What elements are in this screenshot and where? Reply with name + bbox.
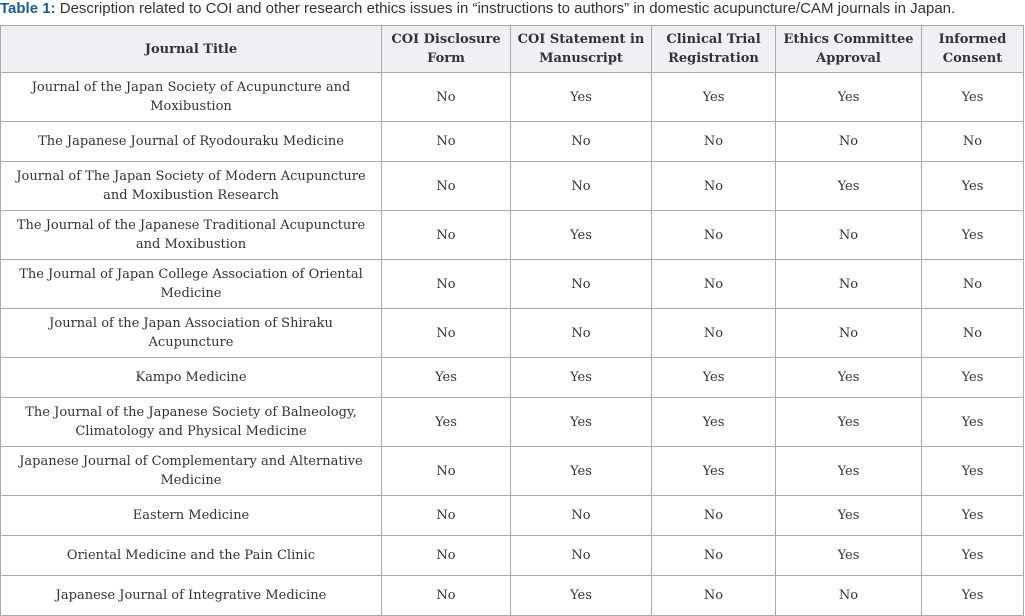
table-body: Journal of the Japan Society of Acupunct… bbox=[0, 72, 1024, 616]
cell: No bbox=[651, 575, 776, 616]
cell: Yes bbox=[921, 575, 1024, 616]
cell: No bbox=[651, 308, 776, 358]
cell: No bbox=[381, 72, 511, 122]
cell: No bbox=[510, 161, 652, 211]
column-header: Clinical Trial Registration bbox=[651, 25, 776, 73]
table-row: Journal of the Japan Society of Acupunct… bbox=[0, 72, 1024, 122]
table-row: The Journal of the Japanese Society of B… bbox=[0, 397, 1024, 447]
cell: Yes bbox=[921, 72, 1024, 122]
table-row: Journal of the Japan Association of Shir… bbox=[0, 308, 1024, 358]
cell: No bbox=[651, 495, 776, 536]
cell: Yes bbox=[921, 161, 1024, 211]
journal-title: Eastern Medicine bbox=[0, 495, 382, 536]
cell: No bbox=[381, 259, 511, 309]
column-header: Informed Consent bbox=[921, 25, 1024, 73]
cell: Yes bbox=[921, 397, 1024, 447]
journal-title: The Journal of the Japanese Traditional … bbox=[0, 210, 382, 260]
column-header: Journal Title bbox=[0, 25, 382, 73]
cell: No bbox=[381, 308, 511, 358]
table-row: Eastern Medicine No No No Yes Yes bbox=[0, 495, 1024, 536]
cell: No bbox=[510, 308, 652, 358]
cell: No bbox=[381, 575, 511, 616]
cell: No bbox=[775, 575, 922, 616]
journal-title: Japanese Journal of Complementary and Al… bbox=[0, 446, 382, 496]
cell: No bbox=[381, 535, 511, 576]
cell: Yes bbox=[510, 357, 652, 398]
cell: No bbox=[510, 259, 652, 309]
cell: No bbox=[381, 161, 511, 211]
journal-title: The Japanese Journal of Ryodouraku Medic… bbox=[0, 121, 382, 162]
cell: Yes bbox=[510, 72, 652, 122]
journal-title: The Journal of the Japanese Society of B… bbox=[0, 397, 382, 447]
table-row: The Journal of the Japanese Traditional … bbox=[0, 210, 1024, 260]
cell: No bbox=[921, 121, 1024, 162]
cell: Yes bbox=[381, 357, 511, 398]
caption-label: Table 1: bbox=[0, 0, 56, 17]
column-header: Ethics Committee Approval bbox=[775, 25, 922, 73]
cell: No bbox=[775, 210, 922, 260]
header-row: Journal Title COI Disclosure Form COI Stat… bbox=[0, 25, 1024, 73]
cell: Yes bbox=[651, 72, 776, 122]
table-row: Oriental Medicine and the Pain Clinic No N… bbox=[0, 535, 1024, 576]
table: Journal Title COI Disclosure Form COI Stat… bbox=[0, 25, 1024, 616]
cell: No bbox=[775, 259, 922, 309]
table-row: Japanese Journal of Complementary and Al… bbox=[0, 446, 1024, 496]
caption: Table 1: Description related to COI and … bbox=[0, 0, 1025, 25]
cell: Yes bbox=[510, 397, 652, 447]
cell: Yes bbox=[775, 161, 922, 211]
table-row: The Japanese Journal of Ryodouraku Medic… bbox=[0, 121, 1024, 162]
journal-title: Journal of The Japan Society of Modern A… bbox=[0, 161, 382, 211]
cell: No bbox=[381, 210, 511, 260]
cell: Yes bbox=[775, 495, 922, 536]
cell: No bbox=[651, 535, 776, 576]
cell: Yes bbox=[510, 575, 652, 616]
cell: Yes bbox=[775, 535, 922, 576]
cell: Yes bbox=[775, 72, 922, 122]
cell: No bbox=[921, 259, 1024, 309]
table-row: Japanese Journal of Integrative Medicine… bbox=[0, 575, 1024, 616]
cell: Yes bbox=[651, 357, 776, 398]
journal-title: Journal of the Japan Association of Shir… bbox=[0, 308, 382, 358]
journal-title: Journal of the Japan Society of Acupunct… bbox=[0, 72, 382, 122]
journal-title: Oriental Medicine and the Pain Clinic bbox=[0, 535, 382, 576]
column-header: COI Statement in Manuscript bbox=[510, 25, 652, 73]
cell: Yes bbox=[381, 397, 511, 447]
cell: Yes bbox=[510, 210, 652, 260]
cell: No bbox=[381, 121, 511, 162]
cell: Yes bbox=[921, 210, 1024, 260]
cell: Yes bbox=[651, 397, 776, 447]
cell: No bbox=[651, 121, 776, 162]
table-row: Journal of The Japan Society of Modern A… bbox=[0, 161, 1024, 211]
cell: No bbox=[651, 161, 776, 211]
cell: Yes bbox=[921, 495, 1024, 536]
table-row: Kampo Medicine Yes Yes Yes Yes Yes bbox=[0, 357, 1024, 398]
column-header: COI Disclosure Form bbox=[381, 25, 511, 73]
cell: No bbox=[651, 210, 776, 260]
table-row: The Journal of Japan College Association… bbox=[0, 259, 1024, 309]
cell: No bbox=[921, 308, 1024, 358]
cell: No bbox=[510, 495, 652, 536]
cell: Yes bbox=[921, 357, 1024, 398]
cell: Yes bbox=[921, 446, 1024, 496]
cell: Yes bbox=[651, 446, 776, 496]
cell: No bbox=[510, 535, 652, 576]
cell: No bbox=[381, 446, 511, 496]
cell: No bbox=[775, 308, 922, 358]
cell: Yes bbox=[775, 357, 922, 398]
journal-title: The Journal of Japan College Association… bbox=[0, 259, 382, 309]
cell: No bbox=[510, 121, 652, 162]
journal-title: Kampo Medicine bbox=[0, 357, 382, 398]
cell: Yes bbox=[775, 446, 922, 496]
cell: No bbox=[775, 121, 922, 162]
cell: Yes bbox=[921, 535, 1024, 576]
cell: Yes bbox=[775, 397, 922, 447]
journal-title: Japanese Journal of Integrative Medicine bbox=[0, 575, 382, 616]
cell: No bbox=[651, 259, 776, 309]
cell: No bbox=[381, 495, 511, 536]
caption-text: Description related to COI and other res… bbox=[59, 0, 956, 17]
cell: Yes bbox=[510, 446, 652, 496]
